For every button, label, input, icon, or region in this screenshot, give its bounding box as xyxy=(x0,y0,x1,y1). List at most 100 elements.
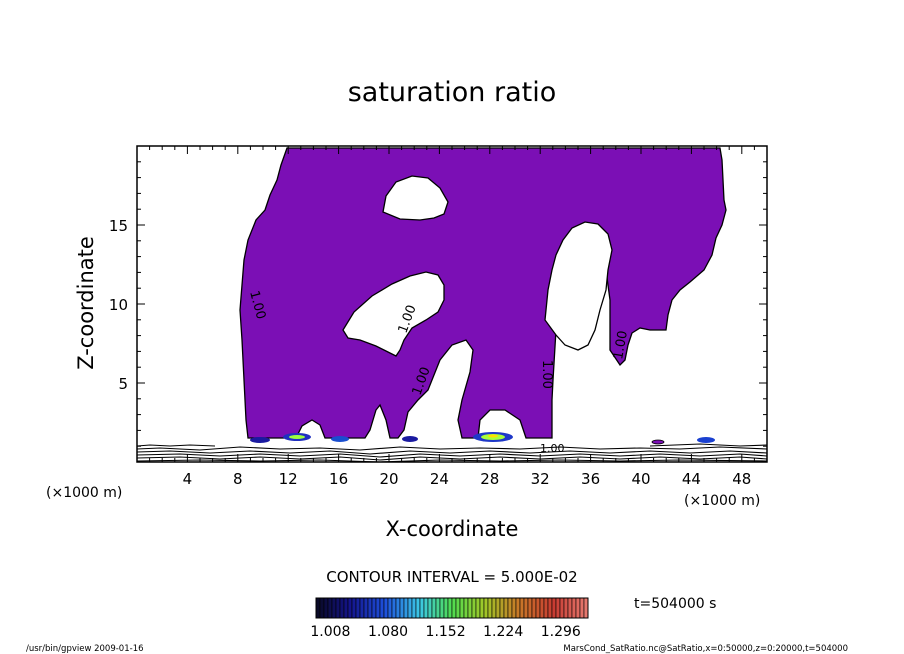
spot-1 xyxy=(250,437,270,443)
x-tick-label: 24 xyxy=(430,470,449,488)
colorbar-cell xyxy=(551,597,557,619)
colorbar-cell xyxy=(571,597,577,619)
footer-left: /usr/bin/gpview 2009-01-16 xyxy=(26,644,144,654)
spot-2b xyxy=(289,435,305,439)
x-axis-label: X-coordinate xyxy=(386,517,519,541)
colorbar-cell xyxy=(451,597,457,619)
colorbar-tick-label: 1.008 xyxy=(310,624,350,640)
time-label: t=504000 s xyxy=(634,596,716,612)
colorbar-cell xyxy=(379,597,385,619)
colorbar-cell xyxy=(583,597,589,619)
colorbar-cell xyxy=(439,597,445,619)
colorbar-cell xyxy=(531,597,537,619)
colorbar-cell xyxy=(503,597,509,619)
colorbar-cell xyxy=(575,597,581,619)
colorbar-tick-label: 1.152 xyxy=(426,624,466,640)
colorbar-cell xyxy=(523,597,529,619)
colorbar-cell xyxy=(319,597,325,619)
colorbar-cell xyxy=(335,597,341,619)
spot-7 xyxy=(651,439,665,445)
colorbar-cell xyxy=(367,597,373,619)
colorbar-cell xyxy=(387,597,393,619)
colorbar-cell xyxy=(347,597,353,619)
colorbar-cell xyxy=(519,597,525,619)
colorbar-cell xyxy=(579,597,585,619)
colorbar-cell xyxy=(395,597,401,619)
colorbar-cell xyxy=(339,597,345,619)
colorbar-labels: 1.008 1.080 1.152 1.224 1.296 xyxy=(310,624,581,640)
colorbar-cell xyxy=(443,597,449,619)
x-tick-label: 40 xyxy=(631,470,650,488)
spot-4 xyxy=(402,436,418,442)
colorbar-cell xyxy=(511,597,517,619)
x-tick-label: 20 xyxy=(379,470,398,488)
x-axis-ticks: 4 8 12 16 20 24 28 32 36 40 44 48 xyxy=(136,146,768,488)
contour-label-1: 1.00 xyxy=(246,289,268,321)
colorbar-cell xyxy=(363,597,369,619)
colorbar-cell xyxy=(391,597,397,619)
colorbar-frame xyxy=(315,597,589,619)
colorbar-cell xyxy=(355,597,361,619)
footer-right: MarsCond_SatRatio.nc@SatRatio,x=0:50000,… xyxy=(563,644,848,654)
x-tick-label: 12 xyxy=(279,470,298,488)
colorbar-cell xyxy=(447,597,453,619)
colorbar-cell xyxy=(327,597,333,619)
colorbar-cell xyxy=(515,597,521,619)
colorbar-cell xyxy=(323,597,329,619)
x-unit-left: (×1000 m) xyxy=(46,485,122,501)
colorbar-cell xyxy=(567,597,573,619)
colorbar-cell xyxy=(375,597,381,619)
colorbar-cell xyxy=(539,597,545,619)
colorbar-tick-label: 1.224 xyxy=(483,624,523,640)
contour-label-4: 1.00 xyxy=(539,360,554,389)
colorbar-cell xyxy=(343,597,349,619)
colorbar-cell xyxy=(459,597,465,619)
x-tick-label: 4 xyxy=(183,470,193,488)
hole-middle-right xyxy=(544,221,613,351)
x-tick-label: 28 xyxy=(480,470,499,488)
y-tick-label: 10 xyxy=(109,296,128,314)
hole-middle-left xyxy=(342,271,445,357)
contour-label-5: 1.00 xyxy=(611,330,631,361)
high-saturation-spots xyxy=(250,432,715,445)
colorbar-cell xyxy=(351,597,357,619)
x-tick-label: 36 xyxy=(581,470,600,488)
x-tick-label: 8 xyxy=(233,470,243,488)
colorbar-cell xyxy=(495,597,501,619)
colorbar-cell xyxy=(399,597,405,619)
chart-title: saturation ratio xyxy=(348,77,557,108)
colorbar-cell xyxy=(359,597,365,619)
x-tick-label: 32 xyxy=(531,470,550,488)
colorbar-cell xyxy=(559,597,565,619)
x-tick-label: 48 xyxy=(732,470,751,488)
colorbar-cell xyxy=(403,597,409,619)
colorbar-cell xyxy=(315,597,321,619)
x-tick-label: 44 xyxy=(682,470,701,488)
contour-label-6: 1.00 xyxy=(540,442,565,455)
colorbar-cell xyxy=(435,597,441,619)
hole-upper xyxy=(382,175,449,221)
colorbar-cell xyxy=(535,597,541,619)
colorbar-cell xyxy=(407,597,413,619)
colorbar-cell xyxy=(383,597,389,619)
colorbar-cell xyxy=(423,597,429,619)
colorbar-cell xyxy=(483,597,489,619)
colorbar-cell xyxy=(507,597,513,619)
colorbar-cell xyxy=(371,597,377,619)
spot-6 xyxy=(697,437,715,443)
colorbar-tick-label: 1.080 xyxy=(368,624,408,640)
colorbar-cell xyxy=(479,597,485,619)
colorbar-tick-label: 1.296 xyxy=(541,624,581,640)
y-tick-label: 15 xyxy=(109,217,128,235)
spot-3 xyxy=(331,436,349,442)
y-axis-ticks: 5 10 15 xyxy=(109,145,767,463)
colorbar-cell xyxy=(547,597,553,619)
contour-interval: CONTOUR INTERVAL = 5.000E-02 xyxy=(326,568,577,586)
colorbar-cell xyxy=(463,597,469,619)
colorbar-cell xyxy=(419,597,425,619)
plot-area: 1.00 1.00 1.00 1.00 1.00 1.00 xyxy=(136,145,768,463)
colorbar-cell xyxy=(555,597,561,619)
x-tick-label: 16 xyxy=(329,470,348,488)
colorbar-cell xyxy=(563,597,569,619)
